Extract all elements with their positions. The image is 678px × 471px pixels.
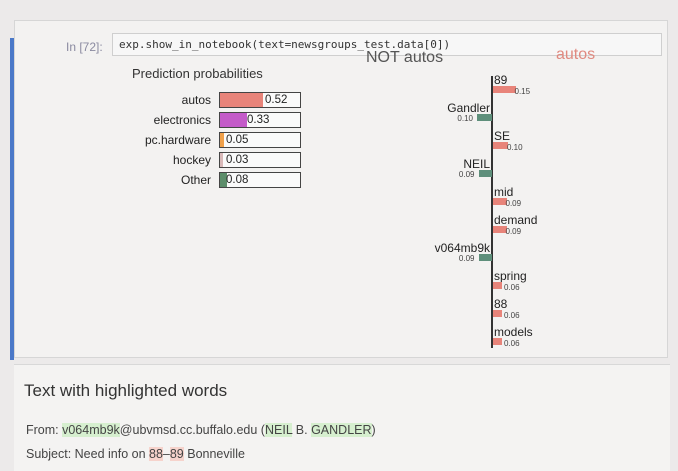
feature-name-se: SE	[494, 129, 511, 143]
highlight-neil: NEIL	[264, 423, 293, 437]
prob-value: 0.52	[265, 94, 288, 106]
feature-value-se: 0.10	[507, 143, 523, 152]
subject-dash: –	[162, 447, 170, 461]
feature-bar-gandler	[477, 114, 492, 121]
prob-label-other: Other	[180, 173, 211, 187]
feature-name-models: models	[494, 325, 533, 339]
prob-bar-electronics: 0.33	[219, 112, 301, 128]
prob-fill	[220, 153, 223, 167]
prob-value: 0.03	[226, 154, 249, 166]
feature-name-v064mb9k: v064mb9k	[434, 241, 490, 255]
feature-bar-se	[493, 142, 508, 149]
prob-label-electronics: electronics	[153, 113, 211, 127]
prob-bar-hockey: 0.03	[219, 152, 301, 168]
feature-value-neil: 0.09	[458, 170, 475, 179]
prob-label-hockey: hockey	[172, 153, 211, 167]
prob-value: 0.33	[247, 114, 270, 126]
feature-name-gandler: Gandler	[447, 101, 490, 115]
feature-bar-spring	[493, 282, 502, 289]
highlight-v064mb9k: v064mb9k	[62, 423, 120, 437]
from-line: From: v064mb9k@ubvmsd.cc.buffalo.edu (NE…	[26, 423, 376, 437]
feature-value-v064mb9k: 0.09	[458, 254, 475, 263]
prob-fill	[220, 93, 263, 107]
from-end: )	[371, 423, 376, 437]
from-b: B.	[292, 423, 312, 437]
feature-value-gandler: 0.10	[457, 114, 473, 123]
highlight-89: 89	[169, 447, 184, 461]
feature-bar-v064mb9k	[478, 254, 492, 261]
feature-value-89: 0.15	[514, 87, 531, 96]
feature-name-neil: NEIL	[463, 157, 490, 171]
code-input[interactable]: exp.show_in_notebook(text=newsgroups_tes…	[112, 33, 662, 56]
not-class-label: NOT autos	[366, 49, 444, 66]
prob-label-autos: autos	[181, 93, 211, 107]
subject-end: Bonneville	[183, 447, 245, 461]
feature-value-mid: 0.09	[505, 199, 522, 208]
feature-bar-mid	[493, 198, 507, 205]
feature-bar-models	[493, 338, 502, 345]
feature-name-spring: spring	[494, 269, 527, 283]
feature-bar-demand	[493, 226, 507, 233]
feature-name-89: 89	[494, 73, 508, 87]
feature-bar-89	[493, 86, 516, 93]
feature-name-demand: demand	[494, 213, 538, 227]
highlighted-text-title: Text with highlighted words	[24, 381, 228, 400]
highlight-88: 88	[149, 447, 163, 461]
feature-value-demand: 0.09	[505, 227, 522, 236]
feature-name-mid: mid	[494, 185, 514, 199]
cell-prompt: In [72]:	[66, 40, 103, 54]
prob-value: 0.05	[226, 134, 249, 146]
from-prefix: From:	[26, 423, 63, 437]
prob-fill	[220, 133, 225, 147]
prob-fill	[220, 173, 227, 187]
feature-value-88: 0.06	[504, 311, 520, 320]
code-text: exp.show_in_notebook(text=newsgroups_tes…	[119, 38, 451, 51]
feature-value-spring: 0.06	[504, 283, 520, 292]
subject-line: Subject: Need info on 88–89 Bonneville	[26, 447, 245, 461]
explanation-axis	[491, 76, 493, 348]
prediction-title: Prediction probabilities	[132, 66, 263, 81]
prob-bar-pc-hardware: 0.05	[219, 132, 301, 148]
highlighted-text-panel	[14, 364, 670, 471]
prob-bar-autos: 0.52	[219, 92, 301, 108]
from-mid: @ubvmsd.cc.buffalo.edu (	[119, 423, 265, 437]
subject-prefix: Subject: Need info on	[26, 447, 149, 461]
feature-bar-88	[493, 310, 502, 317]
feature-bar-neil	[478, 170, 492, 177]
highlight-gandler: GANDLER	[311, 423, 372, 437]
prob-bar-other: 0.08	[219, 172, 301, 188]
prob-value: 0.08	[226, 174, 249, 186]
notebook-cell-indicator	[10, 38, 14, 360]
class-label: autos	[556, 46, 596, 63]
feature-value-models: 0.06	[504, 339, 520, 348]
prob-label-pc-hardware: pc.hardware	[144, 133, 211, 147]
prob-fill	[220, 113, 248, 127]
output-cell	[14, 20, 668, 358]
feature-name-88: 88	[494, 297, 508, 311]
